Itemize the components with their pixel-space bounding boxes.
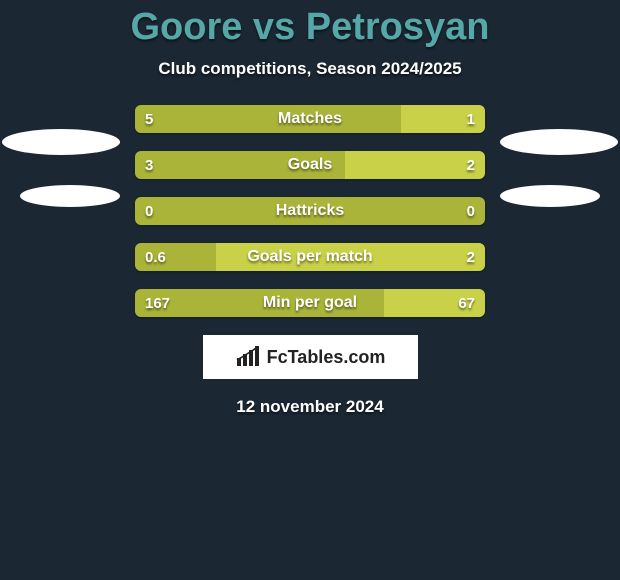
stat-row: 51Matches	[135, 105, 485, 133]
stat-label: Matches	[135, 105, 485, 133]
comparison-card: Goore vs Petrosyan Club competitions, Se…	[0, 0, 620, 580]
subtitle: Club competitions, Season 2024/2025	[0, 59, 620, 79]
stat-row: 00Hattricks	[135, 197, 485, 225]
page-title: Goore vs Petrosyan	[0, 0, 620, 49]
stat-label: Min per goal	[135, 289, 485, 317]
stat-row: 32Goals	[135, 151, 485, 179]
stat-label: Goals per match	[135, 243, 485, 271]
player-oval-1	[20, 185, 120, 207]
stat-label: Hattricks	[135, 197, 485, 225]
player-oval-0	[2, 129, 120, 155]
stat-row: 0.62Goals per match	[135, 243, 485, 271]
chart-icon	[235, 346, 263, 368]
stat-row: 16767Min per goal	[135, 289, 485, 317]
player-oval-3	[500, 185, 600, 207]
logo-box: FcTables.com	[203, 335, 418, 379]
bars-container: 51Matches 32Goals 00Hattricks 0.62Goals per…	[135, 105, 485, 317]
stats-area: 51Matches 32Goals 00Hattricks 0.62Goals per…	[0, 105, 620, 317]
stat-label: Goals	[135, 151, 485, 179]
date-text: 12 november 2024	[0, 397, 620, 417]
logo: FcTables.com	[235, 346, 386, 368]
logo-text: FcTables.com	[267, 347, 386, 368]
player-oval-2	[500, 129, 618, 155]
